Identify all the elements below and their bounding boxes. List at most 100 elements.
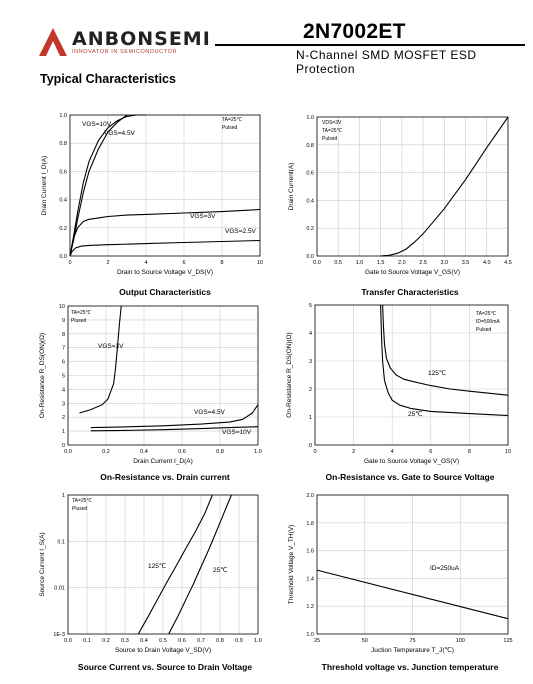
x-tick-label: 0.8 — [216, 449, 224, 455]
section-title: Typical Characteristics — [40, 72, 176, 86]
series-line-transfer-0 — [380, 116, 509, 257]
plot-frame — [67, 305, 259, 446]
y-tick-label: 0.4 — [306, 198, 314, 204]
series-label: VGS=10V — [222, 429, 252, 436]
x-tick-label: 0.0 — [64, 638, 72, 644]
x-tick-label: 0.8 — [216, 638, 224, 644]
series-line-ron_vgs-1 — [380, 304, 509, 417]
x-tick-label: 2.5 — [419, 260, 427, 266]
plot-frame — [314, 304, 509, 446]
y-tick-label: 3 — [309, 359, 312, 365]
chart-note: Pulsed — [222, 125, 238, 131]
x-tick-label: 1.0 — [254, 638, 262, 644]
series-label: VGS=3V — [190, 213, 216, 220]
y-axis-label: Drain Current(A) — [288, 163, 295, 211]
x-tick-label: 100 — [456, 638, 465, 644]
y-tick-label: 1E-3 — [53, 632, 65, 638]
x-tick-label: 0.0 — [313, 260, 321, 266]
y-tick-label: 2.0 — [306, 493, 314, 499]
y-tick-label: 9 — [62, 318, 65, 324]
x-axis-label: Drain to Source Voltage V_DS(V) — [117, 269, 213, 276]
y-tick-label: 0 — [309, 443, 312, 449]
y-tick-label: 0.2 — [59, 226, 67, 232]
x-tick-label: 0.6 — [178, 638, 186, 644]
x-tick-label: 0.9 — [235, 638, 243, 644]
x-tick-label: 10 — [505, 449, 511, 455]
x-tick-label: 0.2 — [102, 638, 110, 644]
chart-transfer: 0.0 0.5 1.0 1.5 2.0 2.5 3.0 3.5 4.0 4.5 0.0 0.2 0.4 0… — [288, 115, 512, 276]
y-tick-label: 1.0 — [306, 115, 314, 121]
caption-ron-id: On-Resistance vs. Drain current — [100, 472, 230, 482]
y-tick-label: 3 — [62, 401, 65, 407]
y-tick-label: 1.6 — [306, 549, 314, 555]
y-tick-label: 0.01 — [54, 586, 65, 592]
x-tick-label: 75 — [409, 638, 415, 644]
x-axis-label: Drain Current I_D(A) — [133, 458, 193, 465]
y-tick-label: 0.8 — [59, 141, 67, 147]
plot-frame — [316, 494, 509, 635]
y-axis-label: On-Resistance R_DS(ON)(Ω) — [39, 333, 46, 418]
caption-threshold: Threshold voltage vs. Junction temperatu… — [321, 662, 499, 672]
x-tick-label: 4 — [144, 260, 147, 266]
chart-note: TA=25℃ — [222, 117, 242, 123]
chart-note: TA=25℃ — [71, 310, 91, 316]
series-line-threshold-0 — [316, 569, 509, 620]
series-label: 25℃ — [213, 566, 228, 574]
x-tick-label: 50 — [362, 638, 368, 644]
logo-subtext: INNOVATOR IN SEMICONDUCTOR — [72, 49, 178, 55]
y-axis-label: Source Current I_S(A) — [39, 532, 46, 596]
logo-text: ANBONSEMI — [72, 28, 211, 50]
x-axis-label: Gate to Source Voltage V_GS(V) — [364, 458, 459, 465]
caption-ron-vgs: On-Resistance vs. Gate to Source Voltage — [325, 472, 495, 482]
chart-note: ID=500mA — [476, 319, 500, 325]
chart-note: TA=25℃ — [72, 498, 92, 504]
y-tick-label: 0.6 — [59, 169, 67, 175]
x-tick-label: 3.0 — [441, 260, 449, 266]
y-tick-label: 4 — [309, 331, 312, 337]
x-tick-label: 0.4 — [140, 638, 148, 644]
chart-note: VDS=3V — [322, 120, 342, 126]
series-line-output-1 — [69, 114, 128, 257]
x-tick-label: 0.4 — [140, 449, 148, 455]
x-tick-label: 0.5 — [334, 260, 342, 266]
x-tick-label: 8 — [468, 449, 471, 455]
y-tick-label: 8 — [62, 332, 65, 338]
series-line-ron_vgs-0 — [382, 304, 509, 396]
chart-note: TA=25℃ — [476, 311, 496, 317]
series-line-ron_id-1 — [90, 404, 259, 429]
x-tick-label: 1.5 — [377, 260, 385, 266]
series-line-source_current-0 — [137, 494, 213, 635]
x-tick-label: 0.1 — [83, 638, 91, 644]
y-axis-label: On-Resistance R_DS(ON)(Ω) — [286, 332, 293, 417]
y-tick-label: 0.0 — [59, 254, 67, 260]
plot-frame — [67, 494, 259, 635]
x-axis-label: Gate to Source Voltage V_GS(V) — [365, 269, 460, 276]
y-tick-label: 1.0 — [306, 632, 314, 638]
caption-output: Output Characteristics — [119, 287, 211, 297]
series-label: 125℃ — [148, 562, 166, 570]
x-tick-label: 25 — [314, 638, 320, 644]
chart-note: Plused — [72, 506, 88, 512]
y-tick-label: 0.6 — [306, 171, 314, 177]
logo-icon — [39, 28, 67, 56]
y-tick-label: 0.8 — [306, 143, 314, 149]
x-tick-label: 0.2 — [102, 449, 110, 455]
y-tick-label: 1.8 — [306, 521, 314, 527]
y-tick-label: 1.0 — [59, 113, 67, 119]
x-axis-label: Juction Temperature T_J(℃) — [371, 646, 454, 654]
header-rule — [215, 44, 525, 46]
series-label: VGS=10V — [82, 121, 112, 128]
chart-threshold: 25 50 75 100 125 1.0 1.2 1.4 1.6 1.8 2.0 Juction Te… — [288, 493, 513, 654]
chart-output: 0 2 4 6 8 10 0.0 0.2 0.4 0.6 0.8 1.0 Drain to Source… — [41, 113, 263, 276]
x-tick-label: 4.5 — [504, 260, 512, 266]
x-tick-label: 0.5 — [159, 638, 167, 644]
y-tick-label: 2 — [309, 387, 312, 393]
x-tick-label: 125 — [503, 638, 512, 644]
x-tick-label: 6 — [429, 449, 432, 455]
plot-frame — [69, 114, 261, 257]
caption-transfer: Transfer Characteristics — [361, 287, 459, 297]
y-tick-label: 1.2 — [306, 604, 314, 610]
x-tick-label: 0.0 — [64, 449, 72, 455]
series-line-output-0 — [69, 114, 146, 257]
